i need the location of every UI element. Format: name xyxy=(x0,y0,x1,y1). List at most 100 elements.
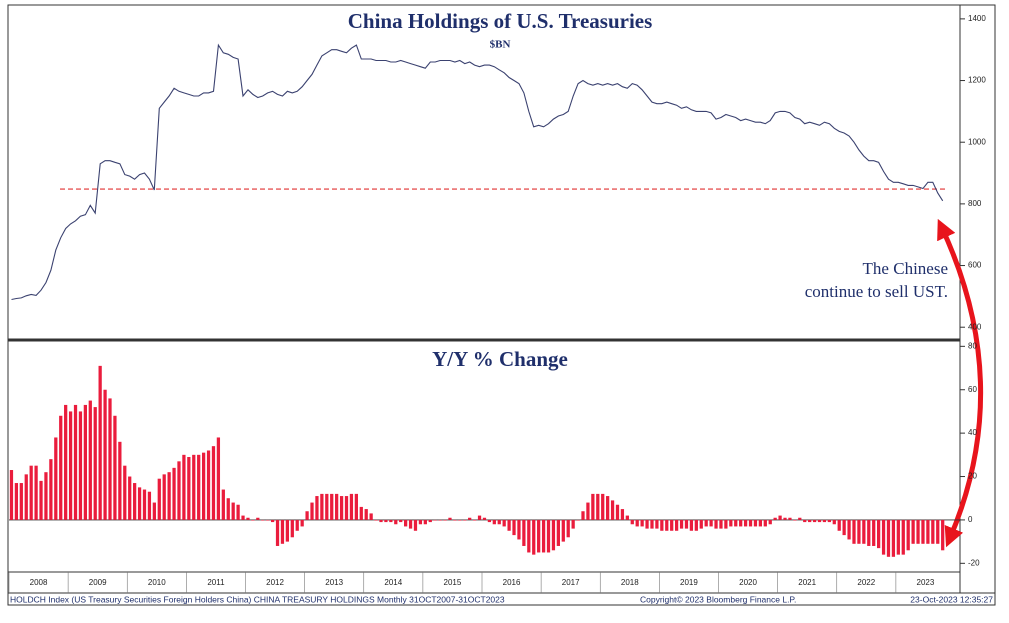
x-tick-label: 2022 xyxy=(857,578,875,587)
bar xyxy=(14,483,19,520)
bar xyxy=(418,519,423,525)
bar xyxy=(330,493,334,520)
bar xyxy=(581,511,585,520)
bar xyxy=(803,519,807,523)
bar xyxy=(808,519,812,523)
y-tick-label: 80 xyxy=(968,341,977,350)
bar xyxy=(251,519,255,521)
bar xyxy=(44,472,48,520)
bar xyxy=(941,519,945,551)
x-tick-label: 2017 xyxy=(562,578,580,587)
bar xyxy=(275,519,280,546)
bar xyxy=(162,474,166,520)
bar xyxy=(359,506,363,520)
bar xyxy=(714,519,718,529)
bar xyxy=(724,519,728,529)
x-tick-label: 2018 xyxy=(621,578,639,587)
bar xyxy=(911,519,915,544)
bar xyxy=(487,519,492,523)
bar xyxy=(916,519,920,544)
bar xyxy=(78,411,83,520)
bar xyxy=(9,470,14,520)
bar xyxy=(606,496,610,520)
bar xyxy=(670,519,674,531)
bar xyxy=(674,519,679,531)
bar xyxy=(231,502,235,520)
bar xyxy=(522,519,526,546)
bar xyxy=(837,519,841,531)
bar xyxy=(566,519,570,538)
bar xyxy=(906,519,910,551)
bar xyxy=(206,450,211,520)
x-tick-label: 2013 xyxy=(325,578,343,587)
x-tick-label: 2008 xyxy=(30,578,48,587)
x-tick-label: 2023 xyxy=(917,578,935,587)
bar xyxy=(24,474,28,520)
bar xyxy=(64,404,68,520)
y-tick-label: 1200 xyxy=(968,76,986,85)
bar xyxy=(325,493,329,520)
bar xyxy=(201,452,206,520)
bar xyxy=(541,519,546,553)
bar xyxy=(586,502,590,520)
bar xyxy=(502,519,506,527)
bar xyxy=(113,415,117,520)
bar xyxy=(492,519,496,525)
x-tick-label: 2016 xyxy=(503,578,521,587)
bar xyxy=(709,519,713,527)
y-tick-label: 20 xyxy=(968,472,977,481)
bar xyxy=(187,457,191,520)
y-tick-label: 60 xyxy=(968,385,977,394)
bar xyxy=(694,519,698,531)
bar xyxy=(517,519,521,540)
x-tick-label: 2014 xyxy=(384,578,402,587)
bar xyxy=(221,489,225,520)
bar xyxy=(748,519,753,527)
y-tick-label: 800 xyxy=(968,199,982,208)
bar xyxy=(142,489,147,520)
bar xyxy=(256,517,260,520)
bar xyxy=(482,517,487,520)
x-tick-label: 2009 xyxy=(89,578,107,587)
bar xyxy=(211,446,216,520)
bar xyxy=(620,509,625,520)
bar xyxy=(88,400,92,520)
bar xyxy=(537,519,541,553)
y-tick-label: 400 xyxy=(968,322,982,331)
bar xyxy=(448,517,452,520)
bar xyxy=(551,519,556,551)
chart-title: China Holdings of U.S. Treasuries xyxy=(348,9,653,33)
bar xyxy=(640,519,644,527)
bar xyxy=(684,519,689,529)
bar xyxy=(729,519,733,527)
x-tick-label: 2010 xyxy=(148,578,166,587)
bar xyxy=(625,515,629,520)
bar xyxy=(364,509,368,520)
bar xyxy=(798,517,802,520)
bar xyxy=(561,519,565,542)
bar xyxy=(167,472,171,520)
bar xyxy=(704,519,708,527)
x-tick-label: 2015 xyxy=(444,578,462,587)
bar xyxy=(34,465,38,520)
bar xyxy=(936,519,940,544)
bar xyxy=(177,461,181,520)
bar xyxy=(901,519,905,555)
bar xyxy=(872,519,876,546)
bar xyxy=(822,519,827,523)
bar xyxy=(241,515,245,520)
chart-title: Y/Y % Change xyxy=(432,347,568,371)
bar xyxy=(783,517,787,520)
bar xyxy=(128,476,132,520)
bar xyxy=(344,496,349,520)
bar xyxy=(896,519,900,555)
bar xyxy=(477,515,482,520)
bar xyxy=(83,404,87,520)
bar xyxy=(739,519,743,527)
bar xyxy=(778,515,782,520)
bar xyxy=(877,519,881,549)
bar xyxy=(29,465,33,520)
bar xyxy=(157,478,161,520)
bar xyxy=(881,519,886,555)
